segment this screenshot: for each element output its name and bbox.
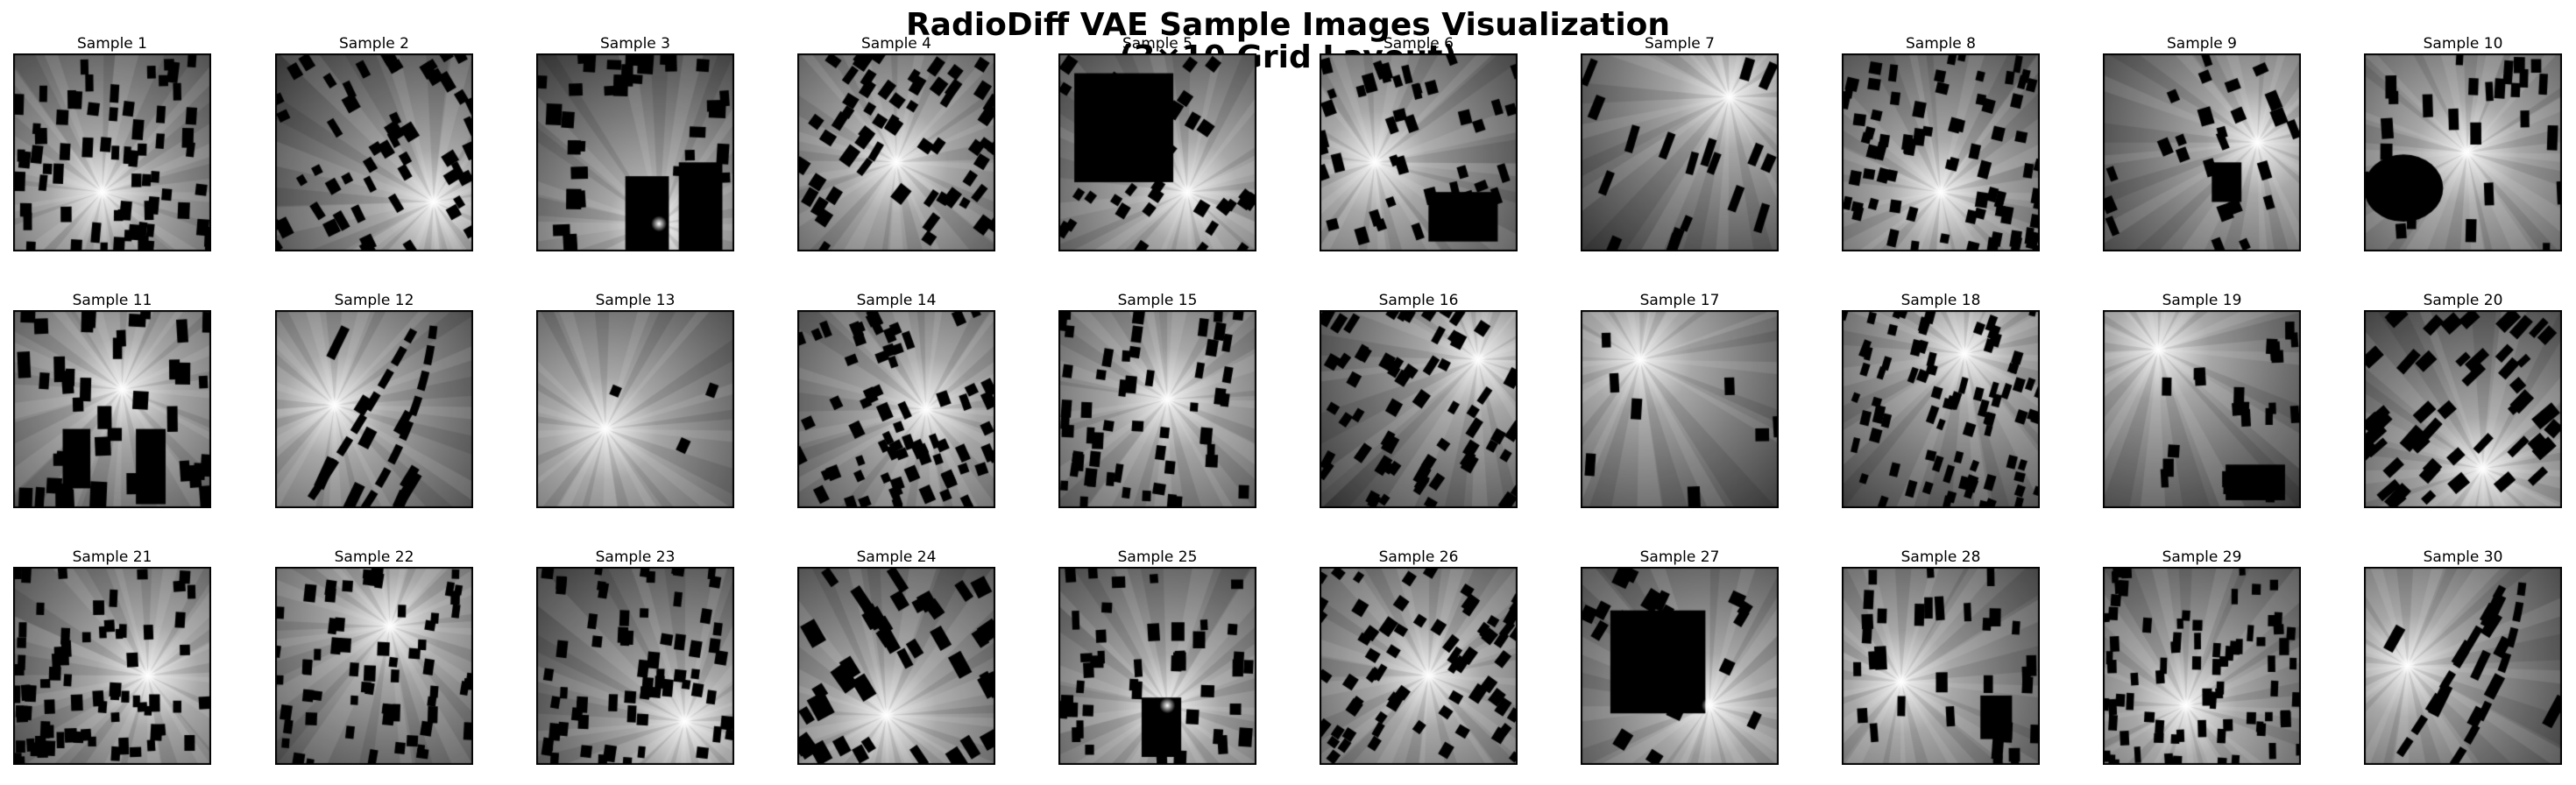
sample-panel: Sample 5 bbox=[1058, 35, 1256, 272]
sample-image bbox=[13, 310, 211, 508]
sample-title: Sample 29 bbox=[2162, 548, 2242, 566]
sample-panel: Sample 14 bbox=[797, 292, 995, 528]
sample-title: Sample 22 bbox=[334, 548, 414, 566]
sample-panel: Sample 3 bbox=[536, 35, 734, 272]
sample-title: Sample 17 bbox=[1639, 292, 1720, 309]
sample-panel: Sample 1 bbox=[13, 35, 211, 272]
sample-panel: Sample 2 bbox=[275, 35, 473, 272]
sample-image bbox=[1058, 53, 1256, 251]
sample-image bbox=[275, 310, 473, 508]
sample-panel: Sample 11 bbox=[13, 292, 211, 528]
sample-image bbox=[13, 53, 211, 251]
sample-panel: Sample 22 bbox=[275, 548, 473, 785]
sample-title: Sample 1 bbox=[77, 35, 147, 53]
sample-image bbox=[13, 567, 211, 765]
sample-title: Sample 18 bbox=[1900, 292, 1981, 309]
sample-panel: Sample 25 bbox=[1058, 548, 1256, 785]
sample-panel: Sample 15 bbox=[1058, 292, 1256, 528]
sample-image bbox=[1842, 567, 2040, 765]
sample-panel: Sample 7 bbox=[1581, 35, 1779, 272]
sample-panel: Sample 27 bbox=[1581, 548, 1779, 785]
sample-panel: Sample 24 bbox=[797, 548, 995, 785]
sample-title: Sample 26 bbox=[1378, 548, 1459, 566]
sample-title: Sample 27 bbox=[1639, 548, 1720, 566]
sample-image bbox=[1058, 310, 1256, 508]
sample-image bbox=[1320, 567, 1518, 765]
sample-image bbox=[1320, 53, 1518, 251]
figure-title: RadioDiff VAE Sample Images Visualizatio… bbox=[905, 7, 1671, 43]
sample-panel: Sample 28 bbox=[1842, 548, 2040, 785]
sample-title: Sample 30 bbox=[2423, 548, 2503, 566]
sample-image bbox=[2364, 567, 2562, 765]
sample-panel: Sample 29 bbox=[2103, 548, 2301, 785]
sample-panel: Sample 30 bbox=[2364, 548, 2562, 785]
sample-title: Sample 16 bbox=[1378, 292, 1459, 309]
sample-image bbox=[1581, 567, 1779, 765]
sample-title: Sample 21 bbox=[72, 548, 152, 566]
sample-title: Sample 5 bbox=[1122, 35, 1192, 53]
sample-panel: Sample 13 bbox=[536, 292, 734, 528]
sample-title: Sample 3 bbox=[600, 35, 670, 53]
sample-panel: Sample 10 bbox=[2364, 35, 2562, 272]
sample-title: Sample 15 bbox=[1117, 292, 1198, 309]
sample-image bbox=[2103, 53, 2301, 251]
sample-title: Sample 12 bbox=[334, 292, 414, 309]
sample-image bbox=[797, 567, 995, 765]
sample-title: Sample 9 bbox=[2167, 35, 2237, 53]
sample-title: Sample 14 bbox=[856, 292, 937, 309]
sample-image bbox=[797, 310, 995, 508]
sample-panel: Sample 12 bbox=[275, 292, 473, 528]
sample-panel: Sample 23 bbox=[536, 548, 734, 785]
sample-image bbox=[1320, 310, 1518, 508]
sample-panel: Sample 20 bbox=[2364, 292, 2562, 528]
sample-image bbox=[536, 310, 734, 508]
sample-image bbox=[275, 567, 473, 765]
sample-panel: Sample 18 bbox=[1842, 292, 2040, 528]
sample-title: Sample 28 bbox=[1900, 548, 1981, 566]
sample-panel: Sample 8 bbox=[1842, 35, 2040, 272]
sample-title: Sample 2 bbox=[339, 35, 409, 53]
sample-panel: Sample 21 bbox=[13, 548, 211, 785]
sample-title: Sample 8 bbox=[1906, 35, 1976, 53]
sample-image bbox=[1842, 53, 2040, 251]
sample-image bbox=[536, 567, 734, 765]
sample-image bbox=[2103, 310, 2301, 508]
sample-title: Sample 7 bbox=[1645, 35, 1715, 53]
sample-image bbox=[797, 53, 995, 251]
sample-image bbox=[1058, 567, 1256, 765]
sample-image bbox=[2364, 310, 2562, 508]
sample-title: Sample 6 bbox=[1384, 35, 1454, 53]
sample-title: Sample 11 bbox=[72, 292, 152, 309]
sample-image bbox=[1581, 53, 1779, 251]
sample-panel: Sample 6 bbox=[1320, 35, 1518, 272]
sample-title: Sample 19 bbox=[2162, 292, 2242, 309]
sample-title: Sample 23 bbox=[595, 548, 676, 566]
sample-image bbox=[2364, 53, 2562, 251]
sample-image bbox=[536, 53, 734, 251]
sample-title: Sample 20 bbox=[2423, 292, 2503, 309]
sample-panel: Sample 16 bbox=[1320, 292, 1518, 528]
sample-title: Sample 24 bbox=[856, 548, 937, 566]
sample-title: Sample 13 bbox=[595, 292, 676, 309]
sample-title: Sample 10 bbox=[2423, 35, 2503, 53]
sample-image bbox=[1842, 310, 2040, 508]
sample-panel: Sample 19 bbox=[2103, 292, 2301, 528]
sample-image bbox=[275, 53, 473, 251]
sample-title: Sample 25 bbox=[1117, 548, 1198, 566]
sample-panel: Sample 4 bbox=[797, 35, 995, 272]
sample-panel: Sample 26 bbox=[1320, 548, 1518, 785]
sample-panel: Sample 17 bbox=[1581, 292, 1779, 528]
sample-title: Sample 4 bbox=[861, 35, 931, 53]
sample-image bbox=[2103, 567, 2301, 765]
sample-image bbox=[1581, 310, 1779, 508]
sample-panel: Sample 9 bbox=[2103, 35, 2301, 272]
